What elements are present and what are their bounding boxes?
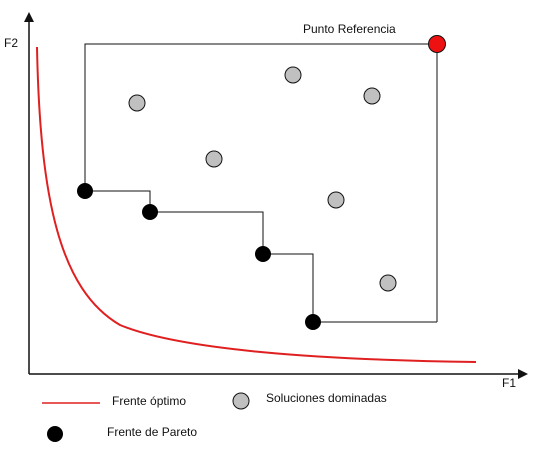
optimal-front-curve	[36, 46, 477, 363]
legend-optimal-front-label: Frente óptimo	[112, 394, 186, 408]
pareto-point	[142, 204, 158, 220]
legend-pareto-label: Frente de Pareto	[107, 425, 197, 439]
reference-point	[428, 35, 446, 53]
pareto-point	[77, 183, 93, 199]
pareto-staircase	[85, 190, 437, 323]
dominated-solution	[327, 191, 345, 209]
legend: Frente óptimo Soluciones dominadas Frent…	[42, 391, 387, 442]
x-axis-label: F1	[502, 376, 516, 390]
legend-dominated-label: Soluciones dominadas	[266, 391, 387, 405]
legend-dominated-swatch	[232, 392, 250, 410]
pareto-points	[77, 183, 321, 330]
dominated-solution	[379, 274, 397, 292]
pareto-point	[255, 246, 271, 262]
reference-point-label: Punto Referencia	[303, 22, 396, 36]
y-axis-label: F2	[4, 36, 18, 50]
dominated-solutions	[128, 66, 397, 292]
legend-pareto-swatch	[47, 426, 63, 442]
reference-box-outline	[84, 43, 438, 322]
dominated-solution	[205, 150, 223, 168]
dominated-solution	[128, 94, 146, 112]
pareto-point	[305, 314, 321, 330]
dominated-solution	[363, 87, 381, 105]
dominated-solution	[284, 66, 302, 84]
